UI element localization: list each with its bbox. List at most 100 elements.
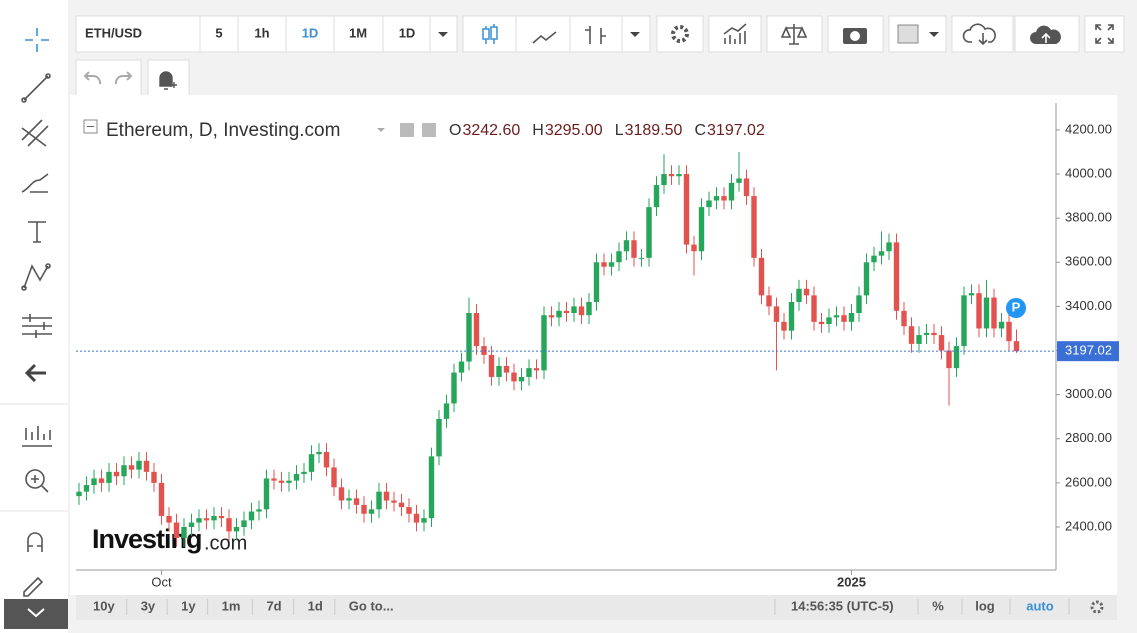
candle-body (953, 346, 960, 369)
candle-body (706, 200, 712, 208)
candle-body (346, 498, 352, 501)
range-button[interactable]: 1m (222, 598, 241, 613)
candle-body (151, 471, 157, 483)
candle-body (871, 255, 877, 263)
candle-body (721, 196, 727, 201)
candle-body (931, 332, 937, 336)
candle-body (301, 471, 307, 475)
candle-body (886, 242, 892, 252)
candle-body (323, 451, 330, 468)
candle-body (608, 262, 615, 267)
candle-body (1013, 341, 1020, 352)
symbol[interactable]: ETH/USD (85, 25, 142, 40)
sidebar-icons (21, 28, 52, 597)
title-dropdown[interactable] (377, 128, 385, 132)
candle-body (773, 306, 780, 322)
collapse-button[interactable] (4, 599, 68, 629)
candle-body (256, 509, 262, 512)
candle-body (503, 365, 510, 373)
bar-icon[interactable] (585, 26, 606, 44)
candle-body (586, 301, 592, 316)
y-tick-label: 2800.00 (1065, 430, 1112, 445)
candle-body (451, 372, 457, 404)
candle-body (901, 310, 907, 327)
y-tick-label: 3800.00 (1065, 210, 1112, 225)
y-tick-label: 3400.00 (1065, 298, 1112, 313)
candle-body (848, 313, 855, 322)
candle-body (226, 518, 232, 532)
candle-body (961, 295, 967, 347)
interval-button[interactable]: 1h (254, 25, 269, 40)
candle-body (211, 515, 217, 521)
redo-icon[interactable] (114, 71, 133, 85)
candle-body (571, 306, 577, 314)
dropdown-arrow[interactable] (929, 32, 939, 37)
range-button[interactable]: 3y (141, 598, 156, 613)
candle-body (676, 174, 682, 177)
candle-body (826, 317, 832, 325)
candle-body (421, 518, 427, 523)
candle-body (271, 478, 277, 481)
candle-body (691, 244, 697, 252)
interval-button[interactable]: 1D (399, 25, 416, 40)
visibility-icon[interactable] (400, 123, 414, 137)
goto-button[interactable]: Go to... (349, 598, 394, 613)
fullscreen-button[interactable] (1084, 15, 1125, 53)
line-icon[interactable] (532, 31, 557, 44)
y-tick-label: 3600.00 (1065, 254, 1112, 269)
candle-body (481, 346, 487, 355)
separators (774, 599, 1070, 615)
interval-button[interactable]: 5 (215, 25, 222, 40)
badge[interactable] (1006, 298, 1026, 318)
range-button[interactable]: 10y (93, 598, 115, 613)
dropdown-arrow[interactable] (630, 32, 640, 37)
legend-key: O (449, 122, 461, 139)
compare-button[interactable] (766, 15, 823, 53)
cloud-up-arrow (1041, 32, 1051, 43)
candle-icon (490, 26, 498, 40)
settings-icon[interactable] (422, 123, 436, 137)
candle-body (908, 326, 915, 344)
interval-group (75, 15, 458, 53)
candle-body (518, 376, 525, 382)
legend-value: 3295.00 (545, 122, 603, 139)
candle-body (556, 310, 562, 318)
candle-body (646, 207, 652, 258)
candle-body (428, 456, 435, 519)
candle-body (278, 480, 285, 483)
auto-toggle[interactable]: auto (1026, 598, 1054, 613)
candle-body (368, 509, 375, 514)
log-toggle[interactable]: log (975, 598, 995, 613)
range-button[interactable]: 1y (181, 598, 196, 613)
undo-icon[interactable] (83, 71, 102, 85)
range-button[interactable]: 1d (308, 598, 323, 613)
indicators-icon (723, 23, 747, 44)
candle-body (991, 297, 997, 329)
interval-button[interactable]: 1M (349, 25, 367, 40)
candle-body (983, 297, 990, 329)
clock: 14:56:35 (UTC-5) (791, 598, 894, 613)
candle-body (263, 478, 270, 510)
legend-key: H (532, 122, 544, 139)
legend-value: 3197.02 (707, 122, 765, 139)
fullscreen-icon (1095, 24, 1114, 44)
settings-button[interactable] (656, 15, 704, 53)
dropdown-arrow[interactable] (438, 32, 448, 37)
candle-body (353, 498, 360, 505)
bottom-bar (76, 595, 1117, 620)
candle-body (683, 174, 690, 245)
indicators-button[interactable] (708, 15, 762, 53)
candle-body (406, 507, 412, 514)
separators (515, 16, 623, 52)
candle-body (166, 515, 172, 523)
interval-button-active[interactable]: 1D (302, 25, 319, 40)
legend-key: C (694, 122, 706, 139)
y-tick-label: 4000.00 (1065, 165, 1112, 180)
candle-body (998, 321, 1005, 329)
settings-gear[interactable] (1090, 600, 1104, 614)
candle-body (893, 242, 900, 311)
percent-toggle[interactable]: % (932, 598, 944, 613)
candle-body (736, 178, 742, 183)
range-button[interactable]: 7d (266, 598, 281, 613)
